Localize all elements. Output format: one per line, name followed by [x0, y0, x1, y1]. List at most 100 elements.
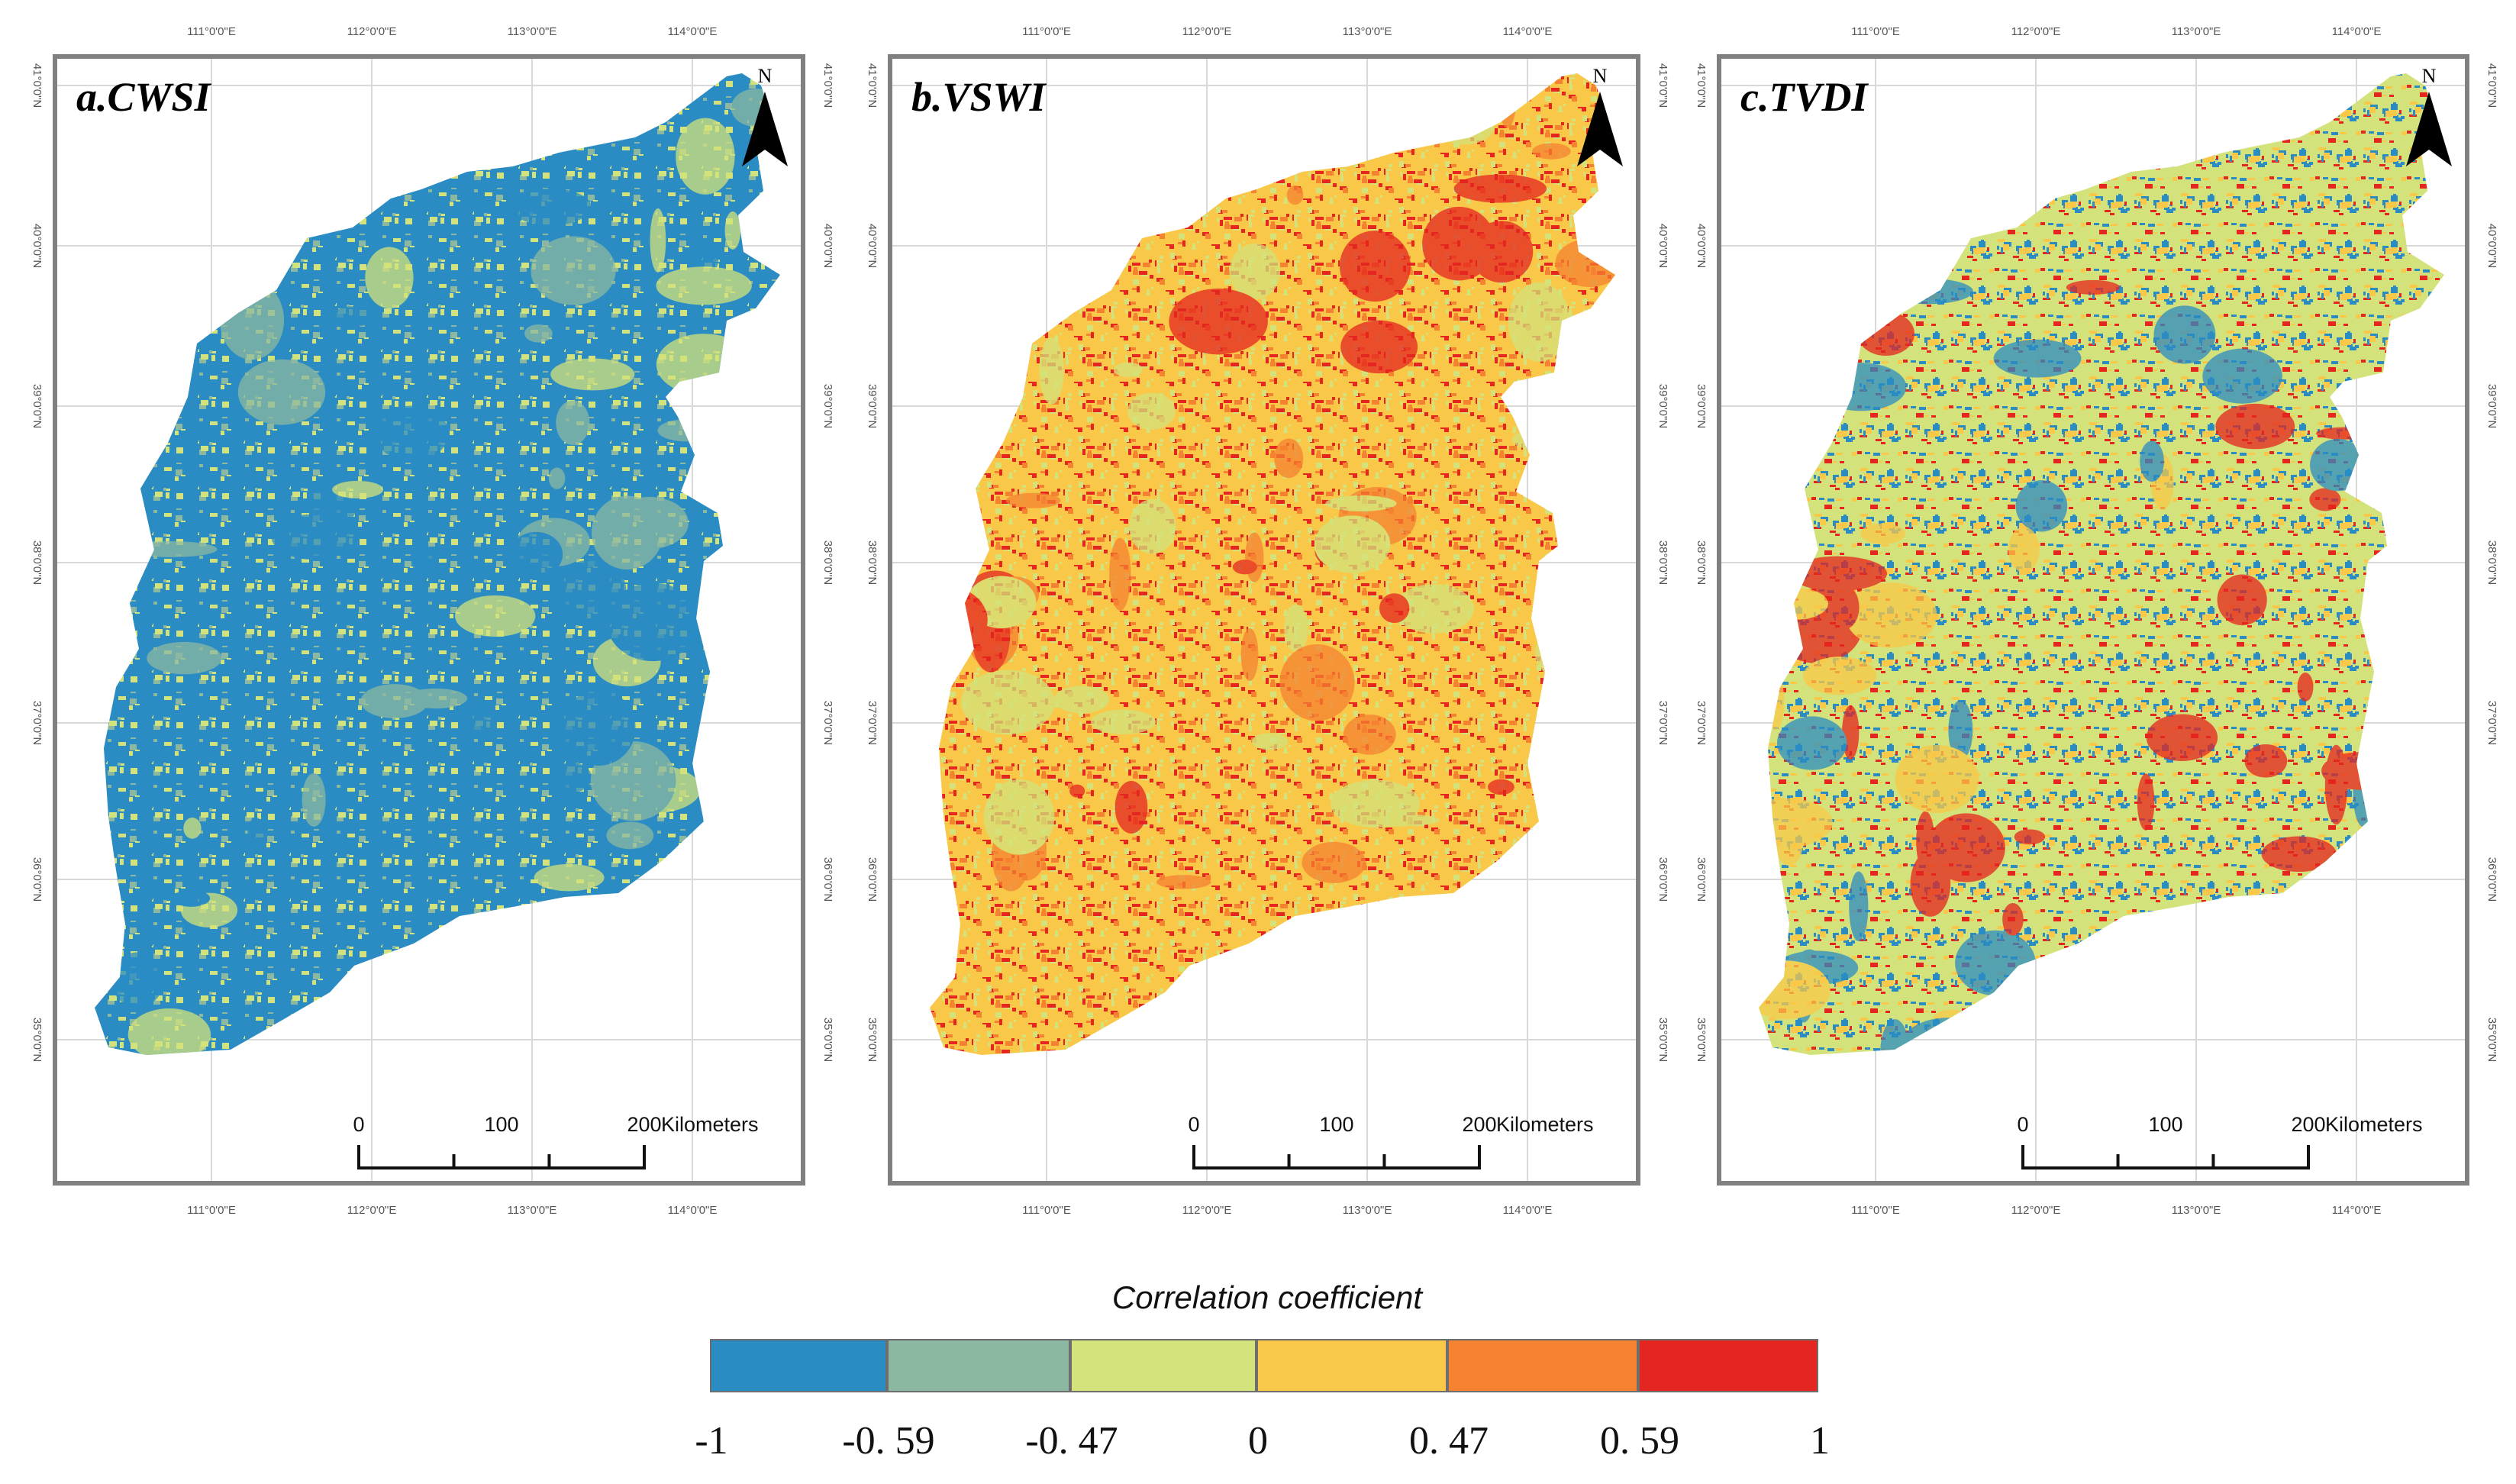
- lat-label-left: 36°0'0"N: [1695, 857, 1708, 902]
- lon-label-bottom: 112°0'0"E: [347, 1204, 397, 1217]
- lat-label-left: 40°0'0"N: [31, 224, 44, 268]
- lat-label-right: 40°0'0"N: [821, 224, 834, 268]
- lat-label-left: 40°0'0"N: [866, 224, 879, 268]
- legend-tick-label: 1: [1810, 1419, 1830, 1463]
- lat-label-right: 41°0'0"N: [821, 63, 834, 108]
- map-frame: [888, 54, 1640, 1186]
- legend-tick-label: 0. 59: [1600, 1419, 1679, 1463]
- lon-label-top: 112°0'0"E: [1182, 25, 1232, 38]
- lat-label-right: 35°0'0"N: [821, 1018, 834, 1062]
- svg-text:N: N: [1593, 65, 1608, 87]
- lat-label-left: 37°0'0"N: [1695, 701, 1708, 745]
- lat-label-left: 37°0'0"N: [31, 701, 44, 745]
- lon-label-bottom: 112°0'0"E: [2011, 1204, 2061, 1217]
- scale-label: 100: [484, 1113, 518, 1136]
- scale-bar: 0 100 200 Kilometers: [2017, 1113, 2423, 1169]
- lat-label-left: 41°0'0"N: [1695, 63, 1708, 108]
- lat-label-right: 35°0'0"N: [2485, 1018, 2498, 1062]
- legend-tick-label: -0. 47: [1025, 1419, 1118, 1463]
- lat-label-left: 38°0'0"N: [1695, 540, 1708, 585]
- lon-label-top: 114°0'0"E: [2332, 25, 2382, 38]
- legend-class-swatch: [710, 1339, 887, 1392]
- panel-title: a.CWSI: [76, 74, 212, 120]
- scale-bar: 0 100 200 Kilometers: [1188, 1113, 1594, 1169]
- scale-unit-label: Kilometers: [1496, 1113, 1594, 1136]
- scale-label: 0: [2017, 1113, 2028, 1136]
- legend-tick-label: 0: [1248, 1419, 1268, 1463]
- legend-tick-label: 0. 47: [1409, 1419, 1489, 1463]
- lat-label-right: 37°0'0"N: [1656, 701, 1669, 745]
- lon-label-top: 112°0'0"E: [2011, 25, 2061, 38]
- legend-class-swatch: [1256, 1339, 1447, 1392]
- scale-label: 100: [1319, 1113, 1353, 1136]
- lat-label-left: 39°0'0"N: [31, 384, 44, 428]
- lat-label-left: 40°0'0"N: [1695, 224, 1708, 268]
- lon-label-bottom: 114°0'0"E: [1503, 1204, 1553, 1217]
- study-region-raster: [95, 73, 780, 1055]
- lat-label-left: 36°0'0"N: [31, 857, 44, 902]
- lon-label-bottom: 114°0'0"E: [668, 1204, 718, 1217]
- map-frame: [1717, 54, 2469, 1186]
- north-arrow-icon: N: [1577, 65, 1623, 166]
- lon-label-top: 111°0'0"E: [187, 25, 236, 38]
- lon-label-top: 111°0'0"E: [1022, 25, 1071, 38]
- lat-label-right: 36°0'0"N: [821, 857, 834, 902]
- scale-unit-label: Kilometers: [661, 1113, 759, 1136]
- lon-label-bottom: 111°0'0"E: [187, 1204, 236, 1217]
- scale-unit-label: Kilometers: [2325, 1113, 2423, 1136]
- lon-label-bottom: 111°0'0"E: [1851, 1204, 1900, 1217]
- map-panel-1: 111°0'0"E 111°0'0"E 112°0'0"E 112°0'0"E 113°…: [31, 25, 834, 1217]
- lat-label-left: 38°0'0"N: [31, 540, 44, 585]
- scale-label: 200: [1462, 1113, 1496, 1136]
- lon-label-bottom: 112°0'0"E: [1182, 1204, 1232, 1217]
- lat-label-right: 40°0'0"N: [2485, 224, 2498, 268]
- scale-label: 200: [2291, 1113, 2325, 1136]
- lon-label-bottom: 113°0'0"E: [508, 1204, 557, 1217]
- lon-label-top: 113°0'0"E: [1343, 25, 1392, 38]
- lon-label-top: 112°0'0"E: [347, 25, 397, 38]
- lat-label-right: 41°0'0"N: [1656, 63, 1669, 108]
- lat-label-left: 38°0'0"N: [866, 540, 879, 585]
- lon-label-top: 114°0'0"E: [1503, 25, 1553, 38]
- scale-label: 0: [1188, 1113, 1199, 1136]
- lon-label-bottom: 114°0'0"E: [2332, 1204, 2382, 1217]
- lat-label-right: 41°0'0"N: [2485, 63, 2498, 108]
- lat-label-right: 38°0'0"N: [2485, 540, 2498, 585]
- study-region-raster: [1759, 73, 2444, 1055]
- panel-title: b.VSWI: [911, 74, 1047, 120]
- lat-label-left: 35°0'0"N: [31, 1018, 44, 1062]
- lat-label-right: 38°0'0"N: [821, 540, 834, 585]
- scale-label: 100: [2148, 1113, 2182, 1136]
- legend-class-swatch: [1070, 1339, 1256, 1392]
- lon-label-top: 114°0'0"E: [668, 25, 718, 38]
- legend-title: Correlation coefficient: [1111, 1279, 1423, 1315]
- lon-label-top: 111°0'0"E: [1851, 25, 1900, 38]
- svg-text:N: N: [2422, 65, 2437, 87]
- map-frame: [53, 54, 805, 1186]
- map-panel-3: 111°0'0"E 111°0'0"E 112°0'0"E 112°0'0"E 113°…: [1695, 25, 2498, 1217]
- lat-label-right: 37°0'0"N: [821, 701, 834, 745]
- lat-label-right: 36°0'0"N: [1656, 857, 1669, 902]
- legend-class-swatch: [1638, 1339, 1818, 1392]
- lat-label-right: 39°0'0"N: [821, 384, 834, 428]
- legend-class-swatch: [887, 1339, 1070, 1392]
- scale-bar: 0 100 200 Kilometers: [353, 1113, 759, 1169]
- panel-title: c.TVDI: [1740, 74, 1869, 120]
- north-arrow-icon: N: [2406, 65, 2452, 166]
- lat-label-left: 35°0'0"N: [866, 1018, 879, 1062]
- study-region-raster: [930, 73, 1615, 1055]
- lat-label-left: 35°0'0"N: [1695, 1018, 1708, 1062]
- legend-class-swatch: [1447, 1339, 1638, 1392]
- lat-label-right: 37°0'0"N: [2485, 701, 2498, 745]
- scale-label: 200: [627, 1113, 661, 1136]
- lat-label-right: 38°0'0"N: [1656, 540, 1669, 585]
- legend-tick-label: -1: [695, 1419, 728, 1463]
- lat-label-right: 40°0'0"N: [1656, 224, 1669, 268]
- lon-label-top: 113°0'0"E: [508, 25, 557, 38]
- north-arrow-icon: N: [742, 65, 788, 166]
- lat-label-right: 39°0'0"N: [2485, 384, 2498, 428]
- legend-tick-label: -0. 59: [842, 1419, 935, 1463]
- lon-label-bottom: 113°0'0"E: [1343, 1204, 1392, 1217]
- lat-label-right: 39°0'0"N: [1656, 384, 1669, 428]
- lat-label-left: 37°0'0"N: [866, 701, 879, 745]
